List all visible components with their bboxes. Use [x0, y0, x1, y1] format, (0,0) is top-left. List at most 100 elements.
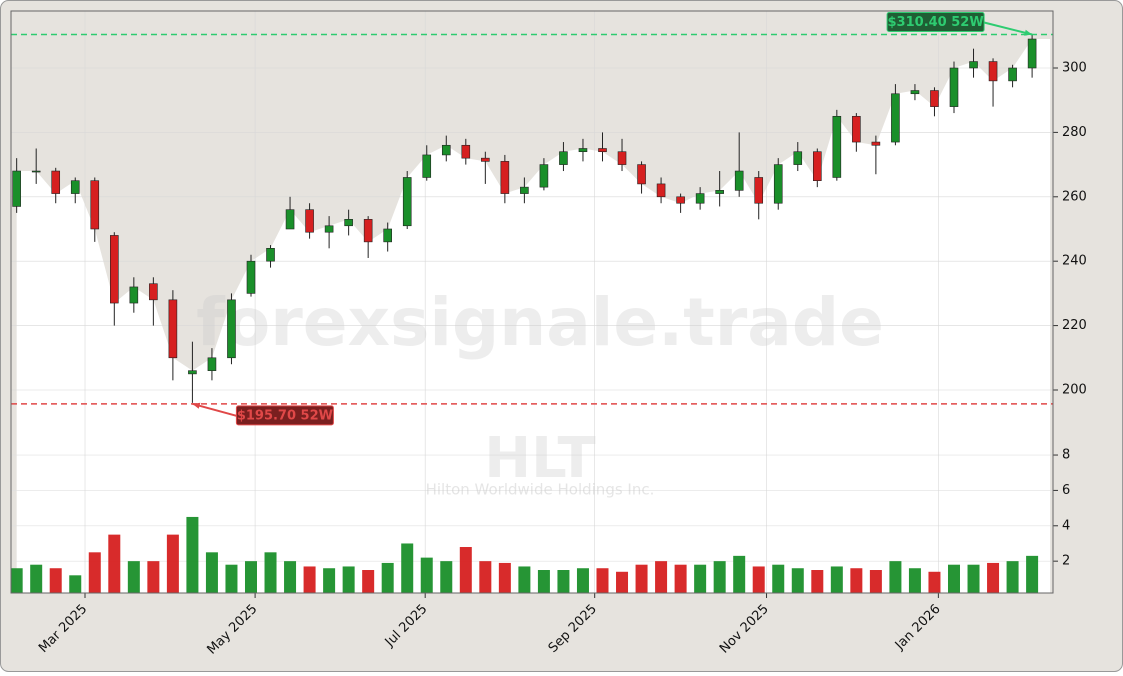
candle-body	[90, 180, 100, 230]
candle-body	[617, 151, 627, 165]
volume-bar	[928, 571, 941, 593]
volume-bar	[49, 568, 62, 593]
annotation-arrow	[983, 21, 1033, 36]
watermark-symbol: HLT	[484, 426, 595, 491]
volume-bar	[401, 543, 414, 593]
candle-body	[363, 219, 373, 243]
candle-body	[31, 170, 41, 173]
volume-bar	[108, 534, 121, 593]
volume-bar	[655, 561, 668, 593]
candle-body	[188, 370, 197, 375]
volume-bar	[987, 562, 1000, 593]
volume-bar	[616, 571, 629, 593]
volume-bar	[381, 562, 394, 593]
y-tick-label: 300	[1062, 60, 1087, 75]
volume-bar	[303, 566, 316, 593]
candle-body	[773, 164, 783, 204]
candle-body	[910, 90, 920, 95]
y-tick-label: 200	[1062, 382, 1087, 397]
volume-bar	[284, 561, 297, 593]
volume-bar	[479, 561, 492, 593]
watermark: forexsignale.trade	[196, 284, 884, 361]
volume-bar	[967, 564, 980, 593]
watermark-company: Hilton Worldwide Holdings Inc.	[426, 481, 655, 499]
candle-body	[734, 170, 744, 191]
candle-body	[402, 177, 412, 227]
volume-bar	[264, 552, 277, 593]
candle-body	[227, 299, 236, 359]
y-tick-label: 8	[1062, 448, 1070, 463]
volume-bar	[1026, 555, 1039, 593]
y-tick-label: 240	[1062, 254, 1087, 269]
candle-body	[891, 93, 900, 143]
y-tick-label: 280	[1062, 125, 1087, 140]
volume-bar	[30, 564, 43, 593]
volume-bar	[791, 568, 804, 593]
candle-body	[129, 286, 139, 304]
volume-bar	[635, 564, 648, 593]
volume-bar	[576, 568, 589, 593]
candle-body	[383, 228, 392, 243]
candle-body	[51, 170, 61, 194]
candle-body	[324, 225, 334, 233]
volume-bar	[244, 561, 257, 593]
volume-bar	[459, 547, 472, 593]
volume-bar	[850, 568, 863, 593]
plot-border	[10, 10, 1054, 594]
volume-bar	[518, 566, 531, 593]
volume-bar	[10, 568, 23, 593]
candle-body	[598, 148, 607, 153]
candle-body	[461, 144, 471, 159]
volume-bar	[342, 566, 355, 593]
candle-body	[12, 170, 21, 207]
candle-body	[266, 248, 275, 262]
arrow-head	[1024, 29, 1033, 36]
volume-bar	[186, 516, 199, 593]
y-tick-label: 6	[1062, 483, 1070, 498]
candle-body	[500, 161, 510, 194]
volume-bar	[420, 557, 433, 593]
candle-body	[871, 141, 881, 146]
candle-body	[481, 157, 490, 162]
volume-bar	[225, 564, 238, 593]
volume-bar	[674, 564, 687, 593]
candle-body	[715, 190, 724, 194]
volume-bar	[694, 564, 707, 593]
candle-body	[949, 67, 959, 107]
candle-body	[149, 283, 158, 301]
candle-body	[852, 115, 861, 143]
y-tick-label: 4	[1062, 518, 1070, 533]
annotation-box	[886, 12, 985, 33]
candle-body	[695, 193, 705, 204]
candle-body	[930, 90, 939, 107]
volume-bar	[557, 570, 570, 593]
volume-bar	[772, 564, 785, 593]
candle-body	[578, 148, 588, 153]
volume-bar	[498, 562, 511, 593]
volume-bar	[830, 566, 843, 593]
volume-bar	[733, 555, 746, 593]
candle-body	[246, 260, 256, 294]
candle-body	[793, 151, 803, 165]
candle-body	[344, 219, 353, 227]
candle-body	[1008, 67, 1017, 82]
y-tick-label: 220	[1062, 318, 1087, 333]
candle-body	[305, 209, 314, 233]
candle-body	[70, 180, 80, 194]
volume-bar	[537, 570, 550, 593]
volume-bar	[440, 561, 453, 593]
annotation-label: $195.70 52W	[237, 408, 333, 423]
candle-body	[520, 186, 529, 194]
volume-bar	[596, 568, 609, 593]
annotation-arrow	[192, 402, 237, 417]
candle-body	[1027, 38, 1037, 69]
candle-body	[988, 61, 998, 82]
volume-bar	[362, 570, 375, 593]
volume-bar	[69, 575, 82, 593]
y-tick-label: 2	[1062, 554, 1070, 569]
candle-body	[559, 151, 568, 165]
candle-body	[207, 357, 217, 371]
volume-bar	[88, 552, 101, 593]
volume-bar	[947, 564, 960, 593]
